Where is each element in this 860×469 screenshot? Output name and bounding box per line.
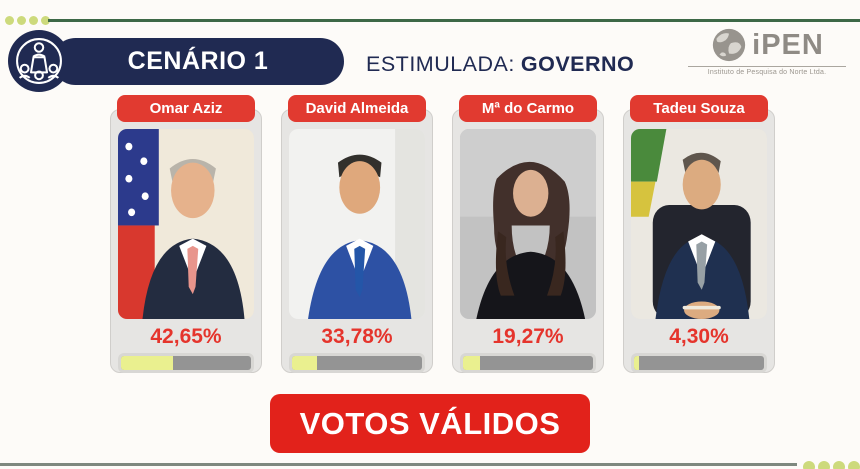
ipen-logo: iPEN Instituto de Pesquisa do Norte Ltda…: [688, 26, 846, 76]
candidate-photo: [460, 129, 596, 319]
stimulated-value: GOVERNO: [520, 52, 635, 76]
candidate-progress-bar: [631, 353, 767, 374]
candidate-card-body: 4,30%: [623, 109, 775, 374]
logo-wordmark: iPEN: [752, 28, 824, 61]
candidate-card-david-almeida: David Almeida 33,78%: [281, 95, 433, 374]
candidate-photo: [289, 129, 425, 319]
candidate-name-badge: Omar Aziz: [117, 95, 255, 122]
candidate-percent: 19,27%: [492, 325, 564, 348]
globe-icon: [713, 28, 746, 62]
candidate-cards-row: Omar Aziz: [110, 95, 775, 374]
candidate-progress-bar: [460, 353, 596, 374]
progress-bar-fill: [634, 356, 640, 371]
candidate-progress-bar: [289, 353, 425, 374]
candidate-card-ma-do-carmo: Mª do Carmo 19,27%: [452, 95, 604, 374]
presenter-icon: [8, 30, 70, 92]
top-line-decoration: [48, 19, 860, 22]
candidate-card-body: 33,78%: [281, 109, 433, 374]
candidate-card-body: 19,27%: [452, 109, 604, 374]
candidate-card-tadeu-souza: Tadeu Souza: [623, 95, 775, 374]
scenario-label: CENÁRIO 1: [127, 47, 269, 75]
candidate-portrait-illustration: [631, 129, 767, 319]
candidate-progress-bar: [118, 353, 254, 374]
progress-bar-fill: [292, 356, 317, 371]
bottom-line-decoration: [0, 463, 797, 466]
candidate-card-omar-aziz: Omar Aziz: [110, 95, 262, 374]
candidate-name-badge: Tadeu Souza: [630, 95, 768, 122]
votos-validos-button[interactable]: VOTOS VÁLIDOS: [270, 394, 590, 453]
stimulated-prefix: ESTIMULADA:: [366, 52, 515, 76]
candidate-portrait-illustration: [289, 129, 425, 319]
top-dots-decoration: [5, 16, 50, 25]
candidate-card-body: 42,65%: [110, 109, 262, 374]
candidate-portrait-illustration: [460, 129, 596, 319]
stimulated-title: ESTIMULADA: GOVERNO: [366, 52, 634, 77]
candidate-name-badge: David Almeida: [288, 95, 426, 122]
logo-subtitle: Instituto de Pesquisa do Norte Ltda.: [688, 66, 846, 76]
progress-bar-fill: [463, 356, 480, 371]
candidate-percent: 42,65%: [150, 325, 222, 348]
progress-bar-fill: [121, 356, 173, 371]
candidate-photo: [631, 129, 767, 319]
candidate-percent: 4,30%: [669, 325, 729, 348]
bottom-dots-decoration: [803, 461, 860, 469]
candidate-percent: 33,78%: [321, 325, 393, 348]
scenario-banner: CENÁRIO 1: [52, 38, 344, 85]
candidate-portrait-illustration: [118, 129, 254, 319]
speaker-podium-icon: [15, 37, 63, 85]
candidate-name-badge: Mª do Carmo: [459, 95, 597, 122]
candidate-photo: [118, 129, 254, 319]
